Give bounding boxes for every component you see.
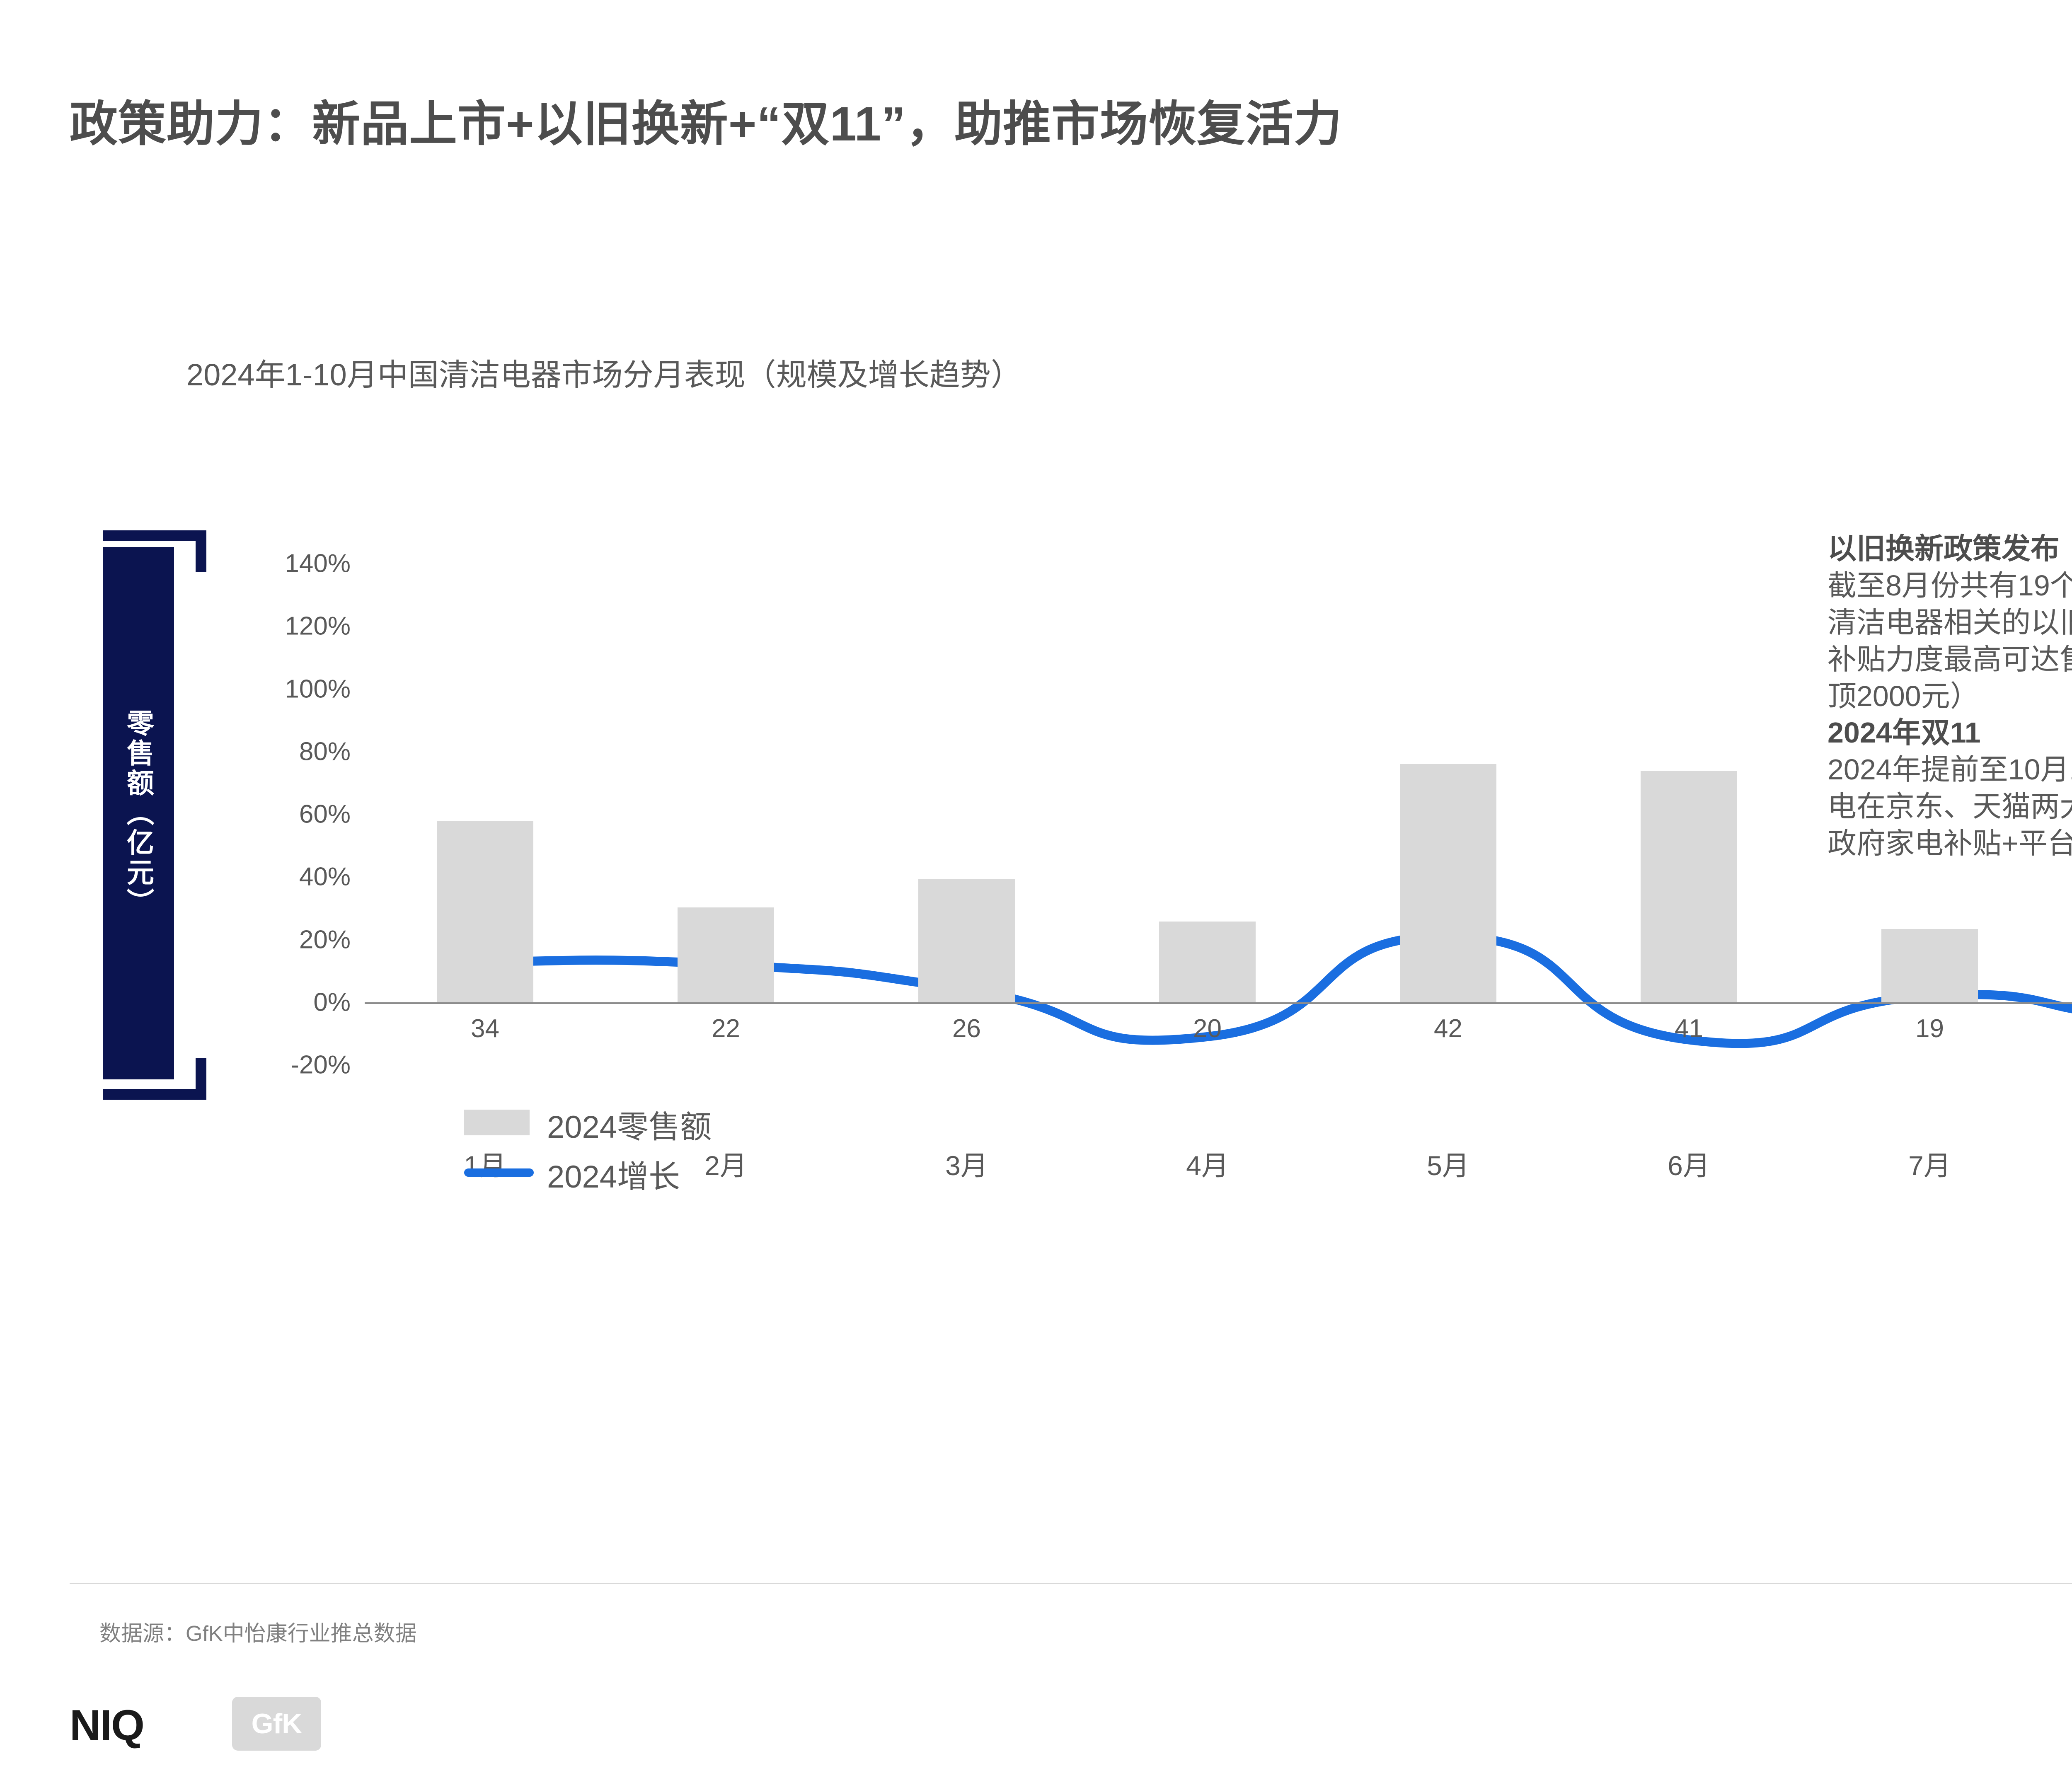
y-axis-left-tick: 120%: [285, 612, 351, 641]
zero-baseline: [365, 1002, 2072, 1004]
axis-bracket-top-vertical: [196, 530, 206, 572]
y-axis-title-band: [103, 547, 174, 1079]
y-axis-left-tick: 40%: [299, 862, 351, 891]
growth-line-path: [480, 931, 2072, 1048]
growth-line-svg: [480, 931, 2072, 1048]
bar-4月[interactable]: [1159, 922, 1256, 1002]
footer-divider: [70, 1583, 2072, 1584]
data-source-note: 数据源：GfK中怡康行业推总数据: [99, 1622, 417, 1646]
x-axis-tick: 6月: [1668, 1150, 1710, 1181]
y-axis-left-tick: 60%: [299, 800, 351, 829]
y-axis-left-tick: 20%: [299, 925, 351, 954]
annotation-line-2: 截至8月份共有19个省直辖市发布与: [1828, 569, 2072, 602]
bar-7月[interactable]: [1881, 929, 1978, 1002]
legend-bar-swatch-icon: [464, 1110, 530, 1135]
bar-6月[interactable]: [1641, 771, 1737, 1002]
x-axis-tick: 7月: [1908, 1150, 1951, 1181]
chart-subtitle: 2024年1-10月中国清洁电器市场分月表现（规模及增长趋势）: [186, 358, 1021, 392]
x-axis-tick: 1月: [464, 1150, 506, 1181]
bar-value-label: 20: [1193, 1014, 1222, 1043]
niq-logo: NIQ: [70, 1701, 145, 1749]
gfk-logo-text: GfK: [251, 1708, 303, 1739]
bar-5月[interactable]: [1400, 764, 1496, 1002]
x-axis-tick: 3月: [945, 1150, 988, 1181]
bar-1月[interactable]: [437, 821, 533, 1002]
bar-value-label: 19: [1915, 1014, 1944, 1043]
bar-3月[interactable]: [918, 878, 1015, 1002]
annotation-line-8: 电在京东、天猫两大平台均可享受: [1828, 790, 2072, 823]
y-axis-left-tick: 0%: [313, 988, 351, 1017]
annotation-line-4: 补贴力度最高可达售价的20%（封: [1828, 643, 2072, 675]
chart-container: 零售额（亿元） 140%120%100%80%60%40%20%0%-20%70…: [0, 526, 2072, 1541]
annotation-line-5: 顶2000元）: [1828, 680, 1979, 712]
x-axis-tick: 4月: [1186, 1150, 1229, 1181]
x-axis-tick: 5月: [1427, 1150, 1469, 1181]
bar-value-label: 26: [952, 1014, 981, 1043]
policy-annotation: 以旧换新政策发布 截至8月份共有19个省直辖市发布与 清洁电器相关的以旧换新补贴…: [1828, 530, 2072, 862]
x-axis-tick: 2月: [704, 1150, 747, 1181]
legend-label-growth: 2024增长: [547, 1159, 680, 1195]
annotation-line-3: 清洁电器相关的以旧换新补贴政策。: [1828, 606, 2072, 639]
legend-label-retail: 2024零售额: [547, 1110, 712, 1145]
legend-line-swatch-icon: [464, 1168, 534, 1177]
axis-bracket-top-horizontal: [103, 530, 206, 541]
page-title: 政策助力：新品上市+以旧换新+“双11”，助推市场恢复活力: [70, 97, 1343, 151]
y-axis-left-tick: 140%: [285, 549, 351, 578]
annotation-line-9: 政府家电补贴+平台双11优惠: [1828, 827, 2072, 860]
y-axis-title: 零售额（亿元）: [123, 709, 154, 918]
y-axis-left-tick: 80%: [299, 737, 351, 766]
bar-2月[interactable]: [678, 907, 774, 1002]
bar-value-label: 42: [1434, 1014, 1462, 1043]
annotation-heading-1: 以旧换新政策发布: [1828, 532, 2060, 565]
axis-bracket-bottom-horizontal: [103, 1089, 206, 1100]
bar-value-label: 22: [712, 1014, 740, 1043]
annotation-heading-2: 2024年双11: [1828, 716, 1981, 749]
plot-area: 140%120%100%80%60%40%20%0%-20%7060500341…: [285, 549, 2072, 1181]
bar-value-label: 41: [1675, 1014, 1703, 1043]
y-axis-left-tick: 100%: [285, 675, 351, 703]
annotation-line-7: 2024年提前至10月14日晚开启，家: [1828, 753, 2072, 786]
gfk-logo: GfK: [232, 1697, 321, 1751]
bar-value-label: 34: [471, 1014, 499, 1043]
y-axis-left-tick: -20%: [290, 1050, 351, 1079]
axis-bracket-bottom-vertical: [196, 1058, 206, 1100]
